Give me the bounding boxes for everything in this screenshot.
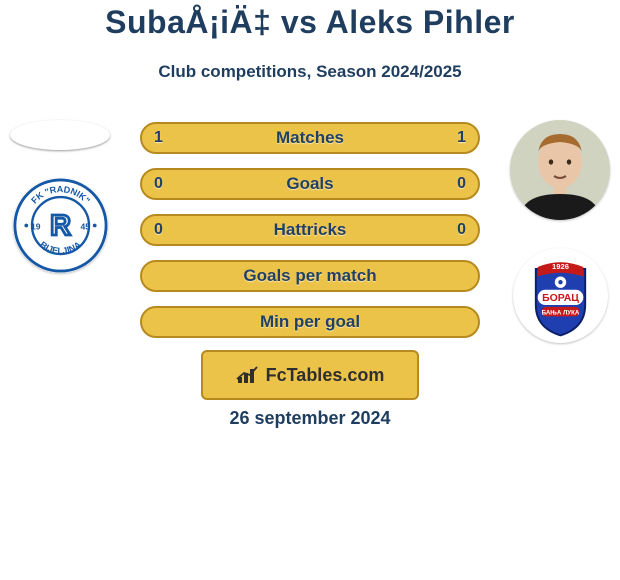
stat-bar-label: Goals <box>142 174 478 194</box>
stat-bar-right-value: 0 <box>457 221 466 239</box>
stat-bar-left-value: 0 <box>154 175 163 193</box>
svg-text:1926: 1926 <box>552 262 569 271</box>
stat-bars: Matches11Goals00Hattricks00Goals per mat… <box>140 122 480 352</box>
watermark-text: FcTables.com <box>266 365 385 386</box>
stat-bar: Goals per match <box>140 260 480 292</box>
player-right-column: 1926 БОРАЦ БАЊА ЛУКА <box>510 120 610 343</box>
date: 26 september 2024 <box>0 408 620 429</box>
player-right-club-badge: 1926 БОРАЦ БАЊА ЛУКА <box>513 248 608 343</box>
stat-bar: Goals0 0 <box>140 168 480 200</box>
svg-text:19: 19 <box>31 221 41 231</box>
player-left-club-badge: FK "RADNIK" BIJELJINA R 19 45 <box>13 178 108 273</box>
stat-bar: Hattricks0 0 <box>140 214 480 246</box>
svg-text:БОРАЦ: БОРАЦ <box>542 293 579 304</box>
page-subtitle: Club competitions, Season 2024/2025 <box>0 62 620 82</box>
player-left-avatar <box>10 120 110 150</box>
stat-bar-left-value: 0 <box>154 221 163 239</box>
stat-bar-right-value: 1 <box>457 129 466 147</box>
stat-bar-right-value: 0 <box>457 175 466 193</box>
stat-bar-label: Hattricks <box>142 220 478 240</box>
svg-text:45: 45 <box>80 221 90 231</box>
player-right-avatar <box>510 120 610 220</box>
stat-bar-label: Goals per match <box>142 266 478 286</box>
stat-bar-label: Matches <box>142 128 478 148</box>
stat-bar-left-value: 1 <box>154 129 163 147</box>
stat-bar-label: Min per goal <box>142 312 478 332</box>
svg-text:БАЊА ЛУКА: БАЊА ЛУКА <box>541 310 579 317</box>
player-left-column: FK "RADNIK" BIJELJINA R 19 45 <box>10 120 110 273</box>
svg-text:R: R <box>50 210 71 242</box>
bar-chart-icon <box>236 365 260 385</box>
stat-bar: Min per goal <box>140 306 480 338</box>
page-title: SubaÅ¡iÄ‡ vs Aleks Pihler <box>0 4 620 41</box>
watermark: FcTables.com <box>201 350 419 400</box>
stat-bar: Matches1 1 <box>140 122 480 154</box>
